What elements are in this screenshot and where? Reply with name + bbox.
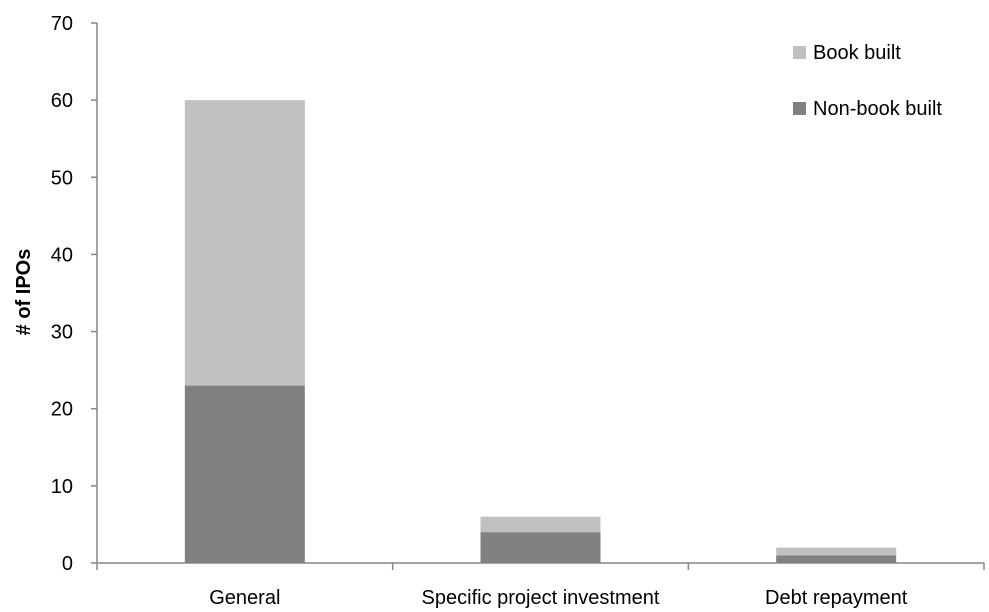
y-axis-title: # of IPOs <box>13 249 35 336</box>
legend-label: Non-book built <box>813 98 942 120</box>
y-tick-label: 60 <box>51 90 73 112</box>
y-tick-label: 20 <box>51 399 73 421</box>
x-axis-ticks <box>96 563 985 570</box>
x-category-label: Debt repayment <box>765 587 908 609</box>
y-axis-ticks: 0 10 20 30 40 50 60 70 <box>51 13 97 575</box>
y-tick-label: 40 <box>51 244 73 266</box>
y-tick-label: 30 <box>51 322 73 344</box>
y-tick-label: 70 <box>51 13 73 35</box>
legend-swatch <box>793 46 806 59</box>
x-axis-labels: General Specific project investment Debt r… <box>209 587 908 609</box>
legend: Book built Non-book built <box>793 42 942 120</box>
bar-segment-book-built <box>776 547 897 556</box>
axes <box>96 23 984 564</box>
x-category-label: General <box>209 587 280 609</box>
legend-label: Book built <box>813 42 901 64</box>
x-category-label: Specific project investment <box>422 587 660 609</box>
y-tick-label: 0 <box>62 553 73 575</box>
bar-segment-book-built <box>184 100 305 386</box>
bar-segment-non-book-built <box>184 385 305 563</box>
bar-segment-non-book-built <box>480 532 601 563</box>
y-tick-label: 50 <box>51 167 73 189</box>
legend-swatch <box>793 102 806 115</box>
bar-segment-book-built <box>480 516 601 533</box>
bars <box>184 100 897 563</box>
bar-segment-non-book-built <box>776 555 897 563</box>
y-tick-label: 10 <box>51 476 73 498</box>
